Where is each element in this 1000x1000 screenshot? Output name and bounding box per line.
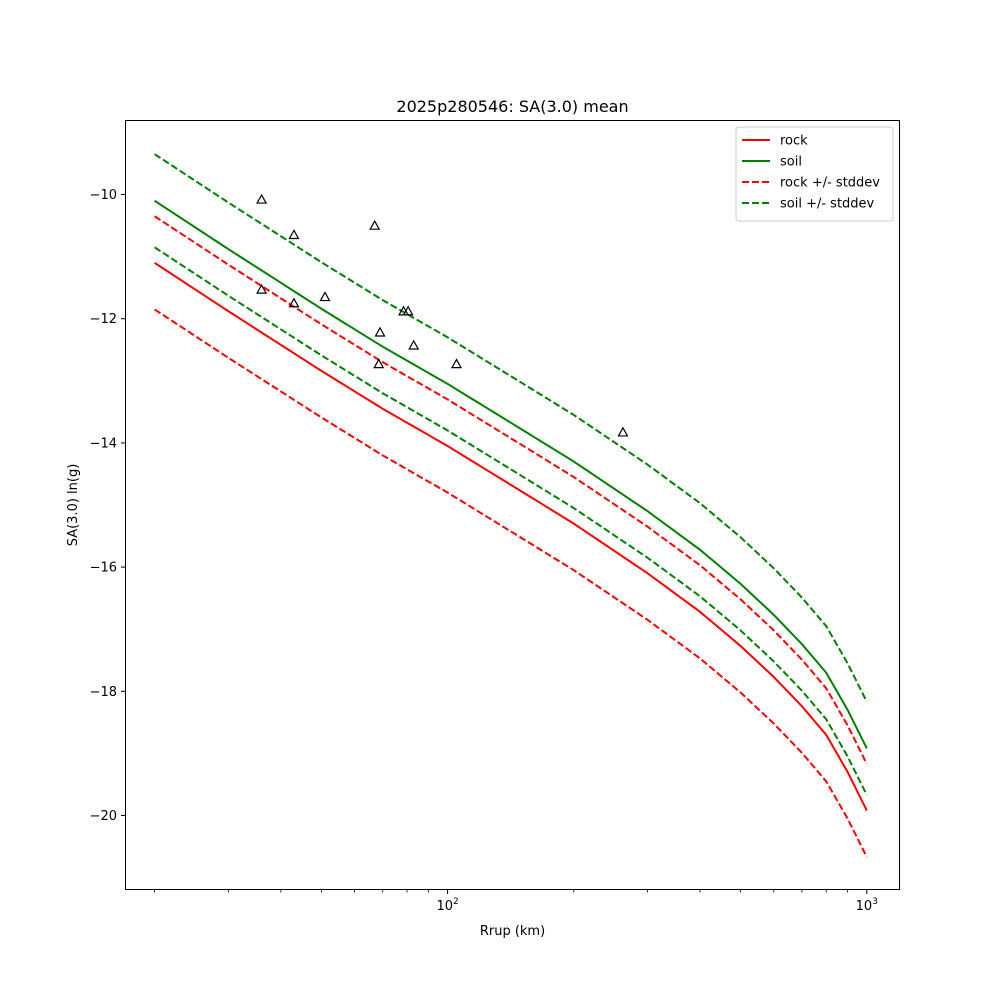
x-axis: 102 103	[154, 890, 878, 914]
observation-marker	[374, 326, 386, 337]
chart-title: 2025p280546: SA(3.0) mean	[396, 97, 628, 116]
legend-label: soil	[780, 155, 802, 170]
x-axis-label: Rrup (km)	[480, 924, 545, 939]
observation-marker	[408, 339, 420, 350]
observation-marker	[256, 283, 268, 294]
y-axis: −10 −12 −14 −16 −18 −20	[90, 188, 125, 824]
y-tick-label: −18	[90, 685, 117, 700]
observation-marker	[288, 229, 300, 240]
plot-frame	[125, 120, 900, 890]
legend: rock soil rock +/- stddev soil +/- stddev	[735, 126, 894, 222]
legend-label: rock	[780, 134, 808, 149]
y-tick-label: −14	[90, 436, 117, 451]
observation-marker	[288, 297, 300, 308]
y-axis-label: SA(3.0) ln(g)	[66, 464, 81, 547]
y-tick-label: −12	[90, 312, 117, 327]
observation-marker	[373, 358, 385, 369]
soil-line	[154, 199, 868, 749]
observation-marker	[450, 358, 463, 369]
observation-marker	[369, 219, 381, 230]
observation-marker	[256, 193, 268, 204]
stddev-lower-3-line	[154, 308, 868, 858]
rock-stddev-line	[154, 215, 868, 765]
legend-label: soil +/- stddev	[780, 197, 875, 212]
y-tick-label: −10	[90, 188, 117, 203]
stddev-lower-5-line	[154, 246, 868, 796]
x-tick-label: 103	[856, 897, 878, 914]
plot-area	[154, 153, 868, 858]
legend-label: rock +/- stddev	[780, 176, 880, 191]
legend-box	[735, 126, 894, 222]
observation-marker	[617, 426, 629, 437]
observation-marker	[319, 291, 331, 302]
x-tick-label: 102	[436, 897, 458, 914]
y-tick-label: −16	[90, 561, 117, 576]
observation-marker	[402, 305, 414, 316]
y-tick-label: −20	[90, 809, 117, 824]
soil-stddev-line	[154, 153, 868, 703]
rock-line	[154, 261, 868, 811]
